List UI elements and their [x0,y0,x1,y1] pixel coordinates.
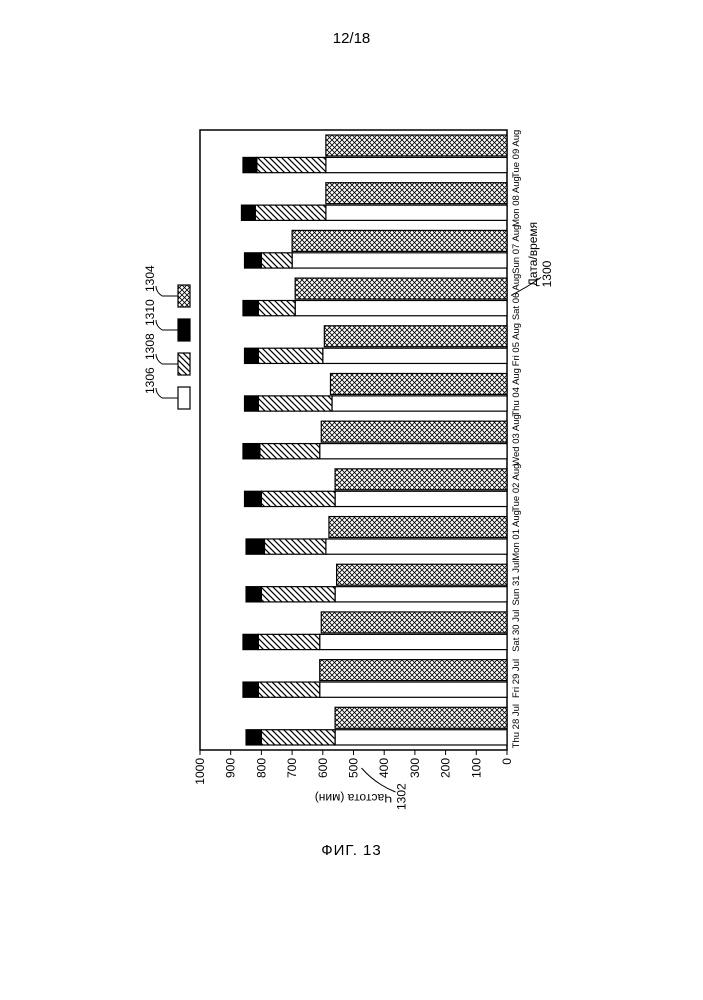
legend-swatch-s3 [178,319,190,341]
bar-s3 [242,682,257,697]
x-category-label: Fri 05 Aug [511,323,522,366]
y-tick-label: 200 [438,758,452,778]
bar-s3 [246,730,261,745]
page-number: 12/18 [333,30,371,47]
bar-s4 [336,564,506,585]
bar-s2 [258,301,295,316]
bar-s4 [292,230,507,251]
y-tick-label: 600 [315,758,329,778]
bar-s1 [335,730,507,745]
x-category-label: Fri 29 Jul [511,659,522,698]
x-category-label: Sun 31 Jul [511,561,522,606]
bar-s1 [292,253,507,268]
x-category-label: Thu 28 Jul [511,704,522,748]
bar-s1 [325,157,506,172]
bar-s4 [335,469,507,490]
y-tick-label: 700 [285,758,299,778]
bar-s2 [261,587,335,602]
y-tick-label: 900 [223,758,237,778]
bar-s4 [319,660,506,681]
y-tick-label: 1000 [193,758,207,785]
y-tick-label: 400 [377,758,391,778]
x-category-label: Sat 30 Jul [511,610,522,652]
bar-s3 [244,348,258,363]
callout-1304: 1304 [143,265,157,292]
bar-s4 [328,517,506,538]
bar-s2 [261,253,292,268]
x-axis-label: Дата/время [526,222,540,286]
bar-s2 [264,539,325,554]
bar-s4 [330,373,507,394]
bar-s2 [258,682,319,697]
y-tick-label: 0 [500,758,514,765]
bar-s2 [261,730,335,745]
bar-s4 [325,135,506,156]
bar-s3 [246,539,264,554]
chart-svg: 0 100 200 300 400 500 600 700 800 900 1000 Частота … [142,110,562,810]
legend-swatch-s1 [178,387,190,409]
y-tick-label: 500 [346,758,360,778]
bar-s4 [295,278,507,299]
callout-1302: 1302 [394,783,408,810]
bar-s3 [244,491,261,506]
bar-s1 [335,587,507,602]
bar-s3 [241,205,255,220]
y-tick-label: 800 [254,758,268,778]
bar-s1 [332,396,507,411]
bar-s1 [319,444,506,459]
callout-1306: 1306 [143,367,157,394]
x-category-label: Mon 01 Aug [511,510,522,561]
x-category-label: Thu 04 Aug [511,368,522,417]
callout-1308: 1308 [143,333,157,360]
bar-s4 [324,326,507,347]
y-tick-label: 300 [407,758,421,778]
x-category-label: Wed 03 Aug [511,414,522,466]
bar-s1 [325,205,506,220]
figure-label: ФИГ. 13 [321,842,382,859]
x-category-label: Tue 02 Aug [511,464,522,512]
bar-s3 [242,444,259,459]
legend-swatch-s2 [178,353,190,375]
bar-s3 [242,634,257,649]
bar-s1 [319,682,506,697]
callout-1310: 1310 [143,299,157,326]
bar-s2 [256,157,325,172]
bar-s3 [244,396,258,411]
bar-s4 [325,183,506,204]
x-category-label: Sun 07 Aug [511,225,522,274]
bar-s1 [322,348,506,363]
x-category-label: Tue 09 Aug [511,130,522,178]
bar-s2 [258,396,332,411]
bar-s4 [321,612,507,633]
bar-s4 [321,421,507,442]
bar-s2 [258,348,322,363]
legend-swatch-s4 [178,285,190,307]
y-tick-label: 100 [469,758,483,778]
bar-s3 [242,301,257,316]
bar-s1 [295,301,507,316]
bar-s4 [335,707,507,728]
bar-s3 [242,157,256,172]
bar-s2 [255,205,326,220]
x-category-label: Sat 06 Aug [511,274,522,320]
bar-s3 [246,587,261,602]
bar-s3 [244,253,261,268]
bar-s1 [319,634,506,649]
bar-s1 [335,491,507,506]
bar-s2 [258,634,319,649]
bar-s2 [261,491,335,506]
bar-s2 [259,444,319,459]
chart-container: 0 100 200 300 400 500 600 700 800 900 1000 Частота … [142,110,562,810]
y-axis-label: Частота (мин) [314,791,391,805]
x-category-label: Mon 08 Aug [511,176,522,227]
callout-1300: 1300 [540,260,554,287]
bar-s1 [325,539,506,554]
